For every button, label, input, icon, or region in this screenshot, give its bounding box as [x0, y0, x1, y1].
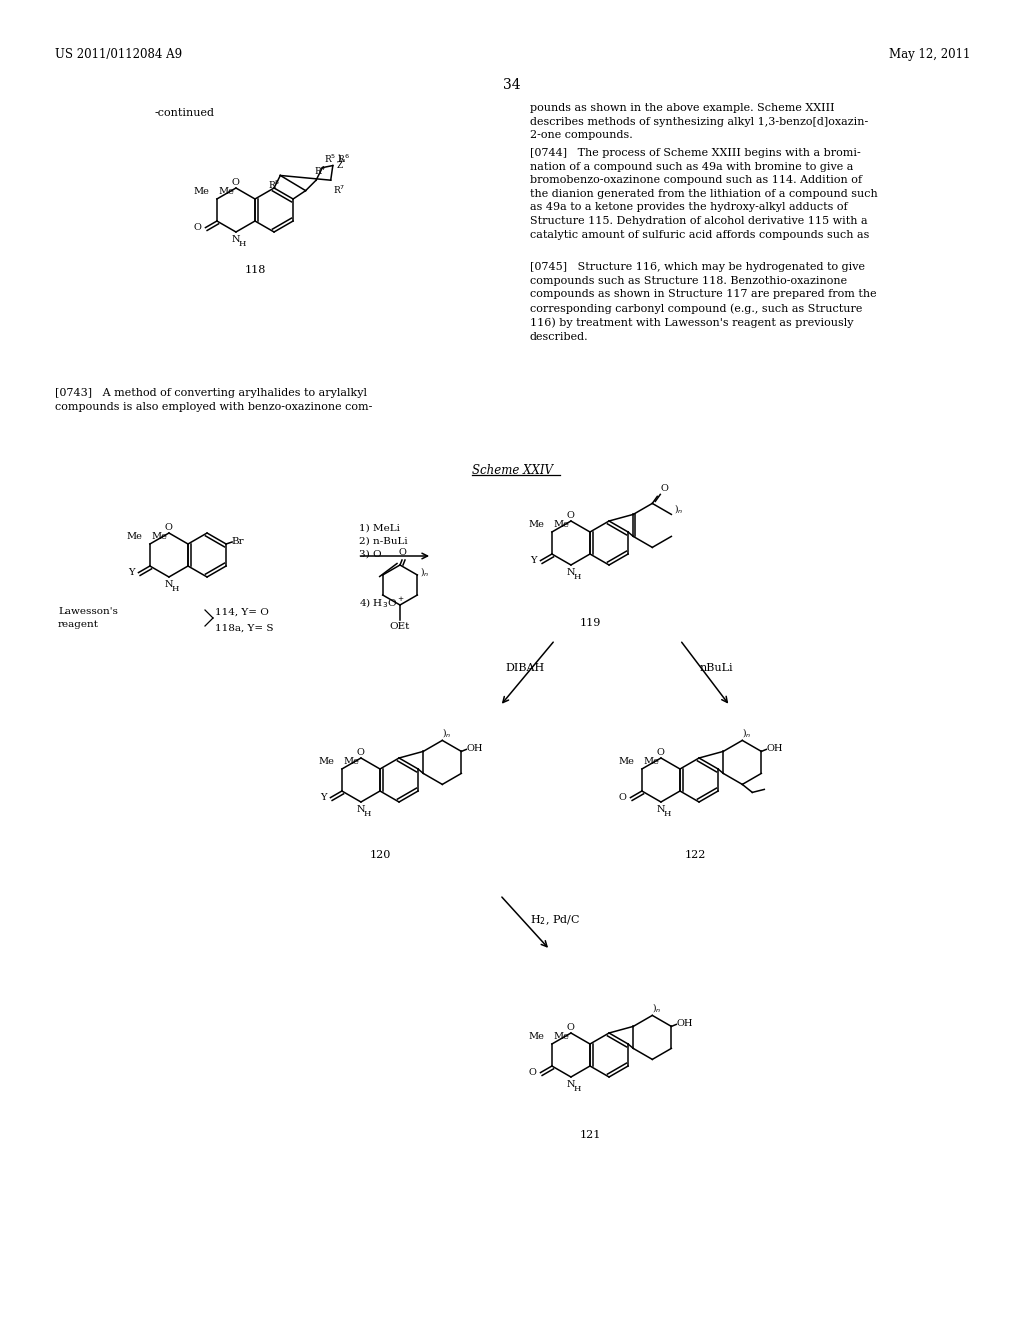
Text: )$_n$: )$_n$ — [420, 565, 429, 578]
Text: )$_n$: )$_n$ — [442, 726, 452, 739]
Text: R$^7$: R$^7$ — [333, 183, 345, 195]
Text: 121: 121 — [580, 1130, 601, 1140]
Text: O: O — [660, 484, 669, 494]
Text: nBuLi: nBuLi — [700, 663, 733, 673]
Text: [0745]   Structure 116, which may be hydrogenated to give
compounds such as Stru: [0745] Structure 116, which may be hydro… — [530, 261, 877, 342]
Text: 119: 119 — [580, 618, 601, 628]
Text: Z: Z — [337, 161, 343, 169]
Text: Y: Y — [530, 556, 537, 565]
Text: -continued: -continued — [155, 108, 215, 117]
Text: May 12, 2011: May 12, 2011 — [889, 48, 970, 61]
Text: reagent: reagent — [58, 620, 99, 630]
Text: Me: Me — [554, 1032, 569, 1041]
Text: )$_n$: )$_n$ — [652, 1001, 662, 1014]
Text: 114, Y= O: 114, Y= O — [215, 609, 269, 616]
Text: Me: Me — [152, 532, 168, 541]
Text: Me: Me — [126, 532, 142, 541]
Text: O: O — [356, 748, 364, 756]
Text: R$^5$ R$^6$: R$^5$ R$^6$ — [325, 152, 351, 165]
Text: H: H — [171, 585, 178, 593]
Text: H: H — [573, 573, 581, 581]
Text: H: H — [664, 810, 671, 818]
Text: 118: 118 — [245, 265, 265, 275]
Text: 118a, Y= S: 118a, Y= S — [215, 624, 273, 634]
Text: O: O — [528, 1068, 537, 1077]
Text: O: O — [618, 793, 627, 803]
Text: 34: 34 — [503, 78, 521, 92]
Text: OH: OH — [677, 1019, 693, 1028]
Text: OH: OH — [466, 744, 483, 752]
Text: N: N — [656, 805, 666, 814]
Text: [0744]   The process of Scheme XXIII begins with a bromi-
nation of a compound s: [0744] The process of Scheme XXIII begin… — [530, 148, 878, 240]
Text: O: O — [231, 178, 239, 187]
Text: O: O — [656, 748, 664, 756]
Text: N: N — [566, 1080, 575, 1089]
Text: N: N — [356, 805, 366, 814]
Text: H: H — [573, 1085, 581, 1093]
Text: N: N — [566, 568, 575, 577]
Text: Me: Me — [219, 187, 234, 195]
Text: Me: Me — [618, 756, 634, 766]
Text: 120: 120 — [370, 850, 391, 861]
Text: O: O — [194, 223, 202, 232]
Text: Y: Y — [319, 793, 327, 803]
Text: [0743]   A method of converting arylhalides to arylalkyl
compounds is also emplo: [0743] A method of converting arylhalide… — [55, 388, 373, 412]
Text: Me: Me — [193, 187, 209, 195]
Text: Y: Y — [128, 568, 134, 577]
Text: Br: Br — [231, 536, 244, 545]
Text: Me: Me — [554, 520, 569, 529]
Text: )$_n$: )$_n$ — [675, 502, 684, 515]
Text: 1) MeLi: 1) MeLi — [359, 524, 400, 533]
Text: Me: Me — [344, 756, 359, 766]
Text: R$^8$: R$^8$ — [268, 178, 281, 191]
Text: )$_n$: )$_n$ — [337, 150, 346, 164]
Text: 4) H$_3$O$^+$: 4) H$_3$O$^+$ — [359, 595, 404, 610]
Text: Me: Me — [528, 520, 544, 529]
Text: Scheme XXIV: Scheme XXIV — [472, 465, 553, 477]
Text: DIBAH: DIBAH — [505, 663, 544, 673]
Text: N: N — [165, 579, 173, 589]
Text: Lawesson's: Lawesson's — [58, 607, 118, 616]
Text: OEt: OEt — [390, 622, 411, 631]
Text: Me: Me — [318, 756, 334, 766]
Text: H$_2$, Pd/C: H$_2$, Pd/C — [530, 913, 581, 927]
Text: O: O — [566, 511, 573, 520]
Text: )$_n$: )$_n$ — [742, 726, 752, 739]
Text: 122: 122 — [684, 850, 706, 861]
Text: Me: Me — [644, 756, 659, 766]
Text: H: H — [239, 240, 246, 248]
Text: N: N — [231, 235, 241, 244]
Text: R$^4$: R$^4$ — [314, 165, 327, 177]
Text: O: O — [398, 548, 406, 557]
Text: OH: OH — [766, 744, 783, 752]
Text: 3) O: 3) O — [359, 550, 382, 558]
Text: O: O — [566, 1023, 573, 1032]
Text: Me: Me — [528, 1032, 544, 1041]
Text: O: O — [164, 523, 172, 532]
Text: US 2011/0112084 A9: US 2011/0112084 A9 — [55, 48, 182, 61]
Text: 2) n-BuLi: 2) n-BuLi — [359, 537, 408, 546]
Text: H: H — [364, 810, 371, 818]
Text: pounds as shown in the above example. Scheme XXIII
describes methods of synthesi: pounds as shown in the above example. Sc… — [530, 103, 868, 140]
